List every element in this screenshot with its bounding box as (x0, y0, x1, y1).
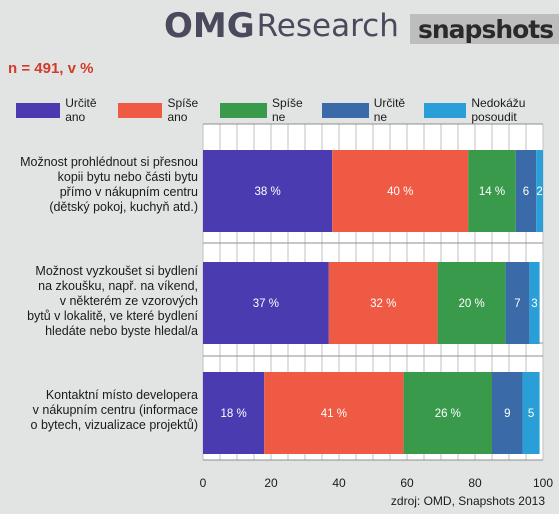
row-label-1: Možnost vyzkoušet si bydlení na zkoušku,… (8, 264, 198, 339)
data-label: 41 % (321, 408, 347, 420)
bar-segment (515, 150, 537, 232)
brand-omg: OMG (164, 6, 255, 46)
x-tick-label: 100 (533, 476, 553, 490)
data-label: 9 (504, 408, 510, 420)
bar-segment (203, 150, 333, 232)
sample-note: n = 491, v % (8, 60, 94, 77)
row-label-0-line: přímo v nákupním centru (59, 185, 198, 199)
legend-swatch-4 (424, 102, 467, 118)
row-label-1-line: v některém ze vzorových (59, 294, 198, 308)
legend-swatch-0 (16, 102, 61, 118)
bar-segment (332, 150, 469, 232)
bar-segment (203, 372, 265, 454)
legend-label-0: Určitě ano (65, 96, 97, 124)
legend-label-1: Spíše ano (167, 96, 199, 124)
row-label-0-line: kopii bytu nebo části bytu (57, 170, 198, 184)
bar-segment (529, 262, 540, 344)
bar-segment (536, 150, 543, 232)
brand-research: Research (256, 8, 399, 44)
data-label: 3 (531, 298, 537, 310)
data-label: 7 (514, 298, 520, 310)
bar-segment (522, 372, 540, 454)
row-label-2: Kontaktní místo developera v nákupním ce… (8, 388, 198, 433)
bar-segment (468, 150, 516, 232)
bar-segment (492, 372, 523, 454)
row-label-1-line: Možnost vyzkoušet si bydlení (35, 264, 198, 278)
row-label-2-line: v nákupním centru (informace (32, 403, 198, 417)
bar-segment (203, 262, 329, 344)
data-label: 14 % (479, 186, 505, 198)
brand-snapshots: snapshots (410, 14, 559, 44)
legend-item-4: Nedokážu posoudit (424, 96, 549, 124)
data-label: 20 % (458, 298, 484, 310)
legend-item-2: Spíše ne (220, 96, 312, 124)
bar-segment (264, 372, 404, 454)
legend-item-1: Spíše ano (118, 96, 210, 124)
x-tick-label: 0 (200, 476, 207, 490)
legend-swatch-3 (321, 102, 369, 118)
data-label: 5 (528, 408, 534, 420)
data-label: 2 (536, 186, 542, 198)
legend-item-0: Určitě ano (16, 96, 108, 124)
data-label: 37 % (253, 298, 279, 310)
data-label: 6 (523, 186, 529, 198)
row-label-2-line: o bytech, vizualizace projektů) (30, 418, 198, 432)
legend-label-3: Určitě ne (373, 96, 406, 124)
data-label: 38 % (254, 186, 280, 198)
bar-segment (328, 262, 438, 344)
legend-swatch-1 (118, 102, 163, 118)
legend-swatch-2 (220, 102, 267, 118)
source-note: zdroj: OMD, Snapshots 2013 (390, 494, 545, 508)
row-label-1-line: hledáte nebo byste hledal/a (45, 324, 198, 338)
x-tick-label: 80 (468, 476, 482, 490)
x-tick-label: 40 (332, 476, 346, 490)
legend-label-2: Spíše ne (271, 96, 303, 124)
row-label-1-line: bytů v lokalitě, ve které bydlení (27, 309, 198, 323)
row-label-1-line: na zkoušku, např. na víkend, (38, 279, 198, 293)
row-label-0-line: (dětský pokoj, kuchyň atd.) (49, 200, 198, 214)
legend-item-3: Určitě ne (321, 96, 414, 124)
bar-segment (505, 262, 530, 344)
legend-label-4: Nedokážu posoudit (471, 96, 526, 124)
data-label: 40 % (387, 186, 413, 198)
x-tick-label: 20 (264, 476, 278, 490)
chart-legend: Určitě ano Spíše ano Spíše ne Určitě ne … (16, 96, 559, 124)
row-label-0: Možnost prohlédnout si přesnou kopii byt… (8, 155, 198, 215)
data-label: 18 % (220, 408, 246, 420)
data-label: 32 % (370, 298, 396, 310)
x-tick-label: 60 (400, 476, 414, 490)
data-label: 26 % (435, 408, 461, 420)
bar-segment (437, 262, 506, 344)
row-label-0-line: Možnost prohlédnout si přesnou (20, 155, 198, 169)
brand-logo: OMG Research (164, 6, 399, 46)
row-label-2-line: Kontaktní místo developera (45, 388, 198, 402)
bar-segment (403, 372, 492, 454)
